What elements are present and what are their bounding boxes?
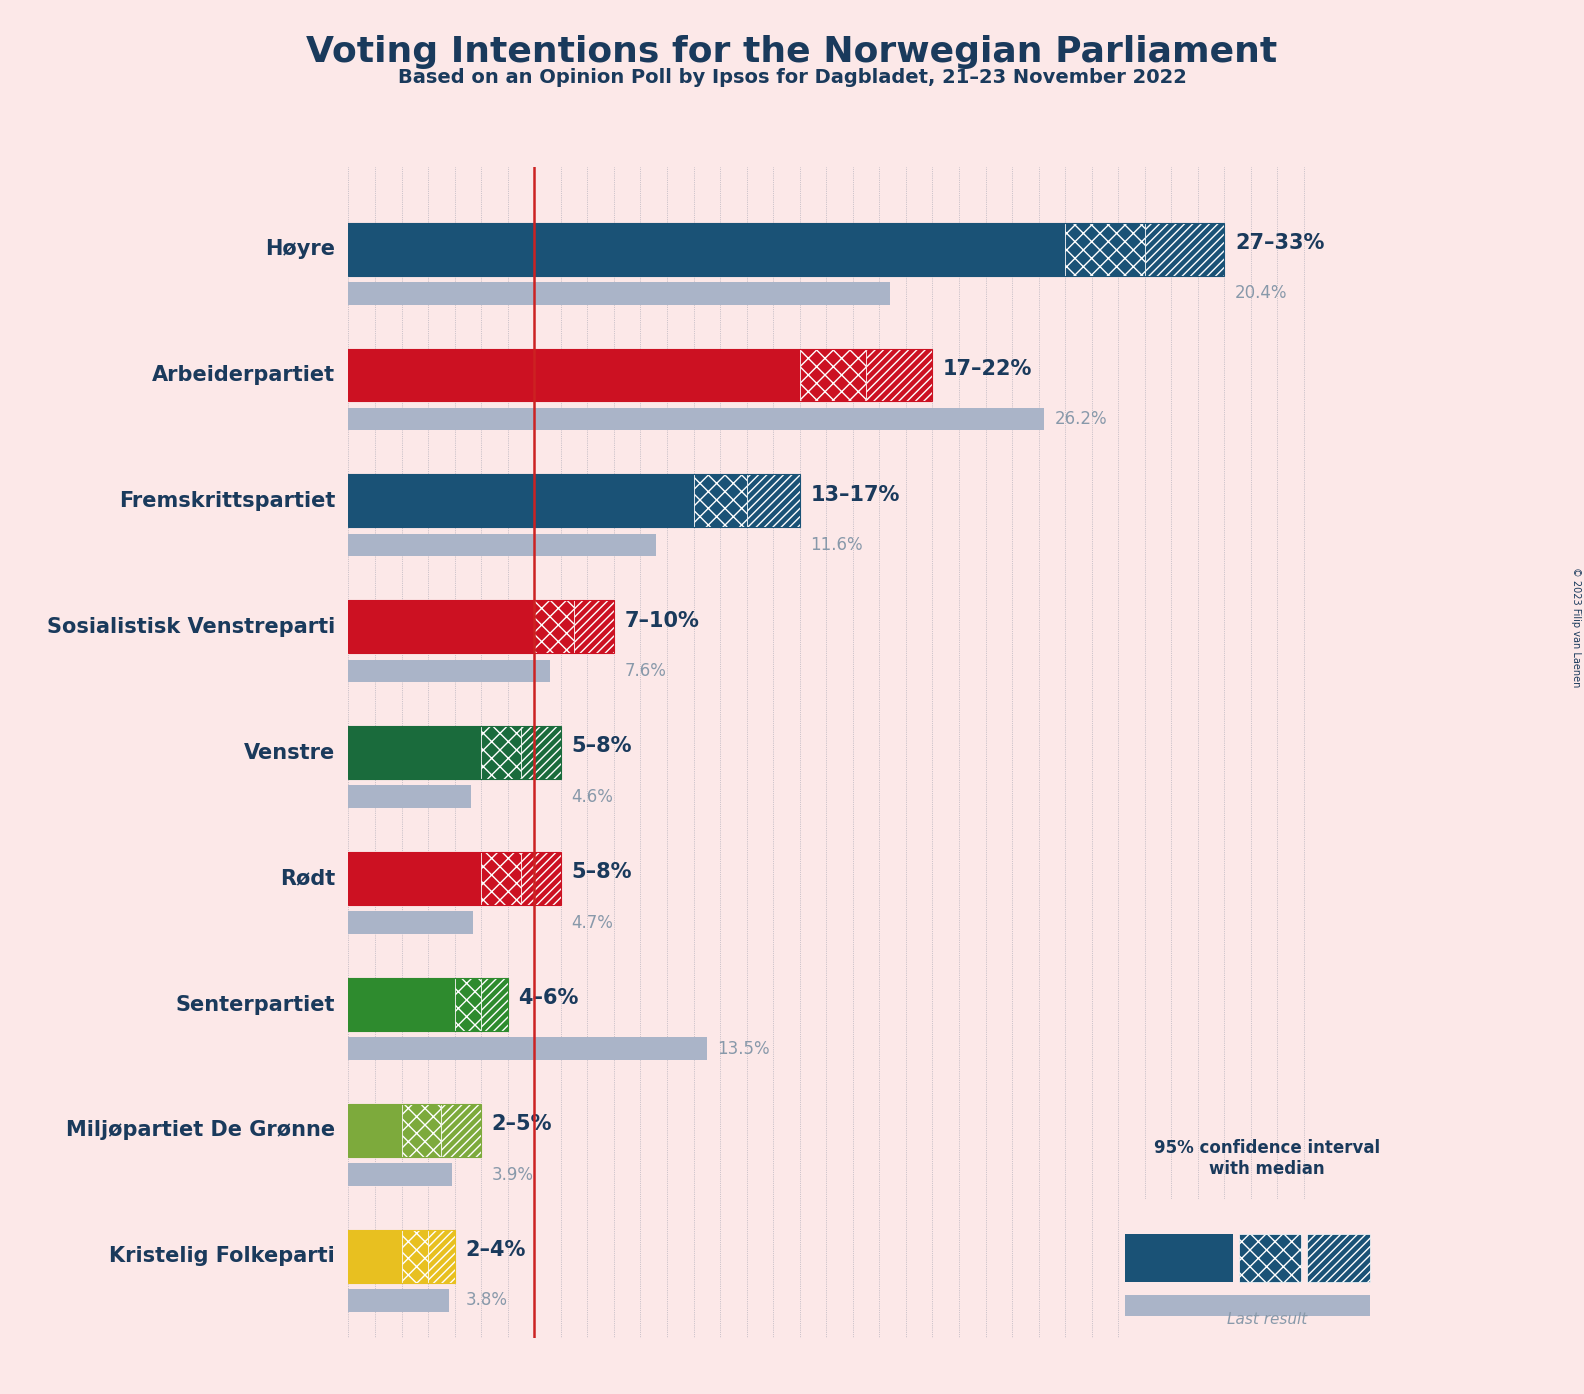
Text: 5–8%: 5–8%	[572, 863, 632, 882]
Text: 4.7%: 4.7%	[572, 913, 613, 931]
Bar	[348, 1163, 451, 1186]
Bar	[1145, 223, 1224, 276]
Bar	[402, 1104, 442, 1157]
Bar	[534, 601, 573, 654]
Text: 2–4%: 2–4%	[466, 1241, 526, 1260]
Bar	[348, 852, 561, 905]
Bar	[694, 474, 746, 527]
Bar	[1064, 223, 1145, 276]
Bar	[746, 474, 800, 527]
Bar	[348, 726, 482, 779]
Bar	[348, 223, 1064, 276]
Text: Last result: Last result	[1228, 1312, 1307, 1327]
Text: 7.6%: 7.6%	[624, 662, 667, 680]
Bar	[348, 852, 482, 905]
Bar	[348, 1104, 402, 1157]
Bar	[348, 348, 800, 401]
Bar	[482, 852, 521, 905]
Text: Based on an Opinion Poll by Ipsos for Dagbladet, 21–23 November 2022: Based on an Opinion Poll by Ipsos for Da…	[398, 68, 1186, 88]
Text: 95% confidence interval
with median: 95% confidence interval with median	[1155, 1139, 1380, 1178]
Bar	[348, 1230, 402, 1282]
Bar	[800, 348, 866, 401]
Bar	[348, 726, 561, 779]
Text: 4–6%: 4–6%	[518, 988, 578, 1008]
Bar	[348, 785, 470, 809]
Text: 26.2%: 26.2%	[1055, 410, 1107, 428]
Bar	[348, 1289, 450, 1312]
Text: 13.5%: 13.5%	[718, 1040, 770, 1058]
Bar	[348, 659, 550, 682]
Text: Venstre: Venstre	[244, 743, 336, 763]
Text: © 2023 Filip van Laenen: © 2023 Filip van Laenen	[1571, 567, 1581, 687]
Bar	[348, 1230, 455, 1282]
Bar	[348, 979, 508, 1032]
Text: 13–17%: 13–17%	[811, 485, 900, 505]
Text: 3.8%: 3.8%	[466, 1291, 507, 1309]
Bar	[1307, 1234, 1370, 1281]
Bar	[348, 408, 1044, 431]
Bar	[348, 474, 800, 527]
Bar	[1125, 1234, 1232, 1281]
Text: 7–10%: 7–10%	[624, 611, 700, 630]
Text: Kristelig Folkeparti: Kristelig Folkeparti	[109, 1246, 336, 1266]
Bar	[348, 474, 694, 527]
Text: 3.9%: 3.9%	[491, 1165, 534, 1184]
Text: Arbeiderpartiet: Arbeiderpartiet	[152, 365, 336, 385]
Bar	[348, 282, 890, 304]
Text: 4.6%: 4.6%	[572, 788, 613, 806]
Bar	[348, 223, 1224, 276]
Bar	[1239, 1234, 1302, 1281]
Text: 20.4%: 20.4%	[1236, 284, 1288, 302]
Bar	[573, 601, 615, 654]
Bar	[455, 979, 482, 1032]
Text: Sosialistisk Venstreparti: Sosialistisk Venstreparti	[48, 618, 336, 637]
Text: Senterpartiet: Senterpartiet	[176, 994, 336, 1015]
Bar	[442, 1104, 482, 1157]
Bar	[348, 1037, 706, 1059]
Text: 17–22%: 17–22%	[942, 358, 1033, 379]
Bar	[521, 726, 561, 779]
Bar	[348, 601, 534, 654]
Bar	[348, 348, 933, 401]
Bar	[348, 979, 455, 1032]
Text: Voting Intentions for the Norwegian Parliament: Voting Intentions for the Norwegian Parl…	[306, 35, 1278, 68]
Bar	[866, 348, 933, 401]
Text: Fremskrittspartiet: Fremskrittspartiet	[119, 491, 336, 512]
Text: 5–8%: 5–8%	[572, 736, 632, 757]
Bar	[402, 1230, 428, 1282]
Bar	[482, 726, 521, 779]
Bar	[1125, 1295, 1370, 1316]
Bar	[428, 1230, 455, 1282]
Text: 11.6%: 11.6%	[811, 537, 863, 553]
Bar	[482, 979, 508, 1032]
Bar	[348, 534, 656, 556]
Text: 27–33%: 27–33%	[1236, 233, 1324, 252]
Bar	[348, 912, 474, 934]
Text: Høyre: Høyre	[265, 240, 336, 259]
Text: Miljøpartiet De Grønne: Miljøpartiet De Grønne	[67, 1121, 336, 1140]
Bar	[348, 601, 615, 654]
Text: Rødt: Rødt	[280, 868, 336, 888]
Bar	[521, 852, 561, 905]
Bar	[348, 1104, 482, 1157]
Text: 2–5%: 2–5%	[491, 1114, 553, 1135]
